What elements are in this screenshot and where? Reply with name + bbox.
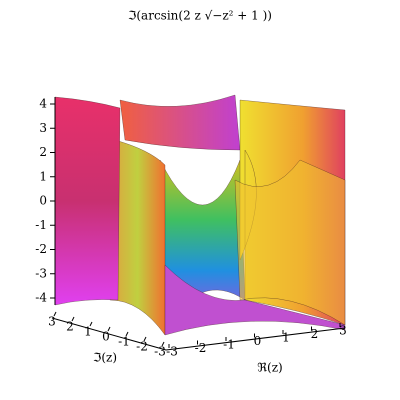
x-tick-label: 0 xyxy=(254,334,262,348)
z-tick-label: 0 xyxy=(39,194,47,208)
y-tick xyxy=(143,336,147,342)
surface xyxy=(54,94,346,336)
z-tick-label: -3 xyxy=(35,266,47,280)
x-axis xyxy=(165,327,346,351)
z-tick-label: 3 xyxy=(39,121,47,135)
x-tick-label: 3 xyxy=(339,324,347,338)
y-tick-label: 2 xyxy=(66,320,74,334)
z-tick-label: -4 xyxy=(35,291,47,305)
y-tick-label: 0 xyxy=(102,330,110,344)
x-axis-label: ℜ(z) xyxy=(257,361,282,375)
y-tick xyxy=(53,311,57,317)
x-tick-label: 2 xyxy=(311,327,319,341)
y-tick-label: 1 xyxy=(84,325,92,339)
y-tick xyxy=(161,341,165,347)
y-tick-label: 3 xyxy=(48,315,56,329)
z-tick-label: 2 xyxy=(39,145,47,159)
y-axis-label: ℑ(z) xyxy=(93,351,117,365)
y-tick xyxy=(71,316,75,322)
x-tick-label: -1 xyxy=(223,338,235,352)
y-tick xyxy=(107,326,111,332)
y-axis xyxy=(51,317,167,351)
x-tick-label: -2 xyxy=(195,341,207,355)
chart-title: ℑ(arcsin(2 z √−z² + 1 )) xyxy=(128,9,272,23)
y-tick-label: -1 xyxy=(118,335,130,349)
x-tick-label: -3 xyxy=(166,345,178,359)
z-tick-label: -1 xyxy=(35,218,47,232)
y-tick-label: -2 xyxy=(136,340,148,354)
y-tick-label: -3 xyxy=(154,345,166,359)
z-tick-label: -2 xyxy=(35,242,47,256)
y-tick xyxy=(89,321,93,327)
x-tick-label: 1 xyxy=(282,331,290,345)
y-tick xyxy=(125,331,129,337)
z-tick-label: 4 xyxy=(39,97,47,111)
z-tick-label: 1 xyxy=(39,169,47,183)
